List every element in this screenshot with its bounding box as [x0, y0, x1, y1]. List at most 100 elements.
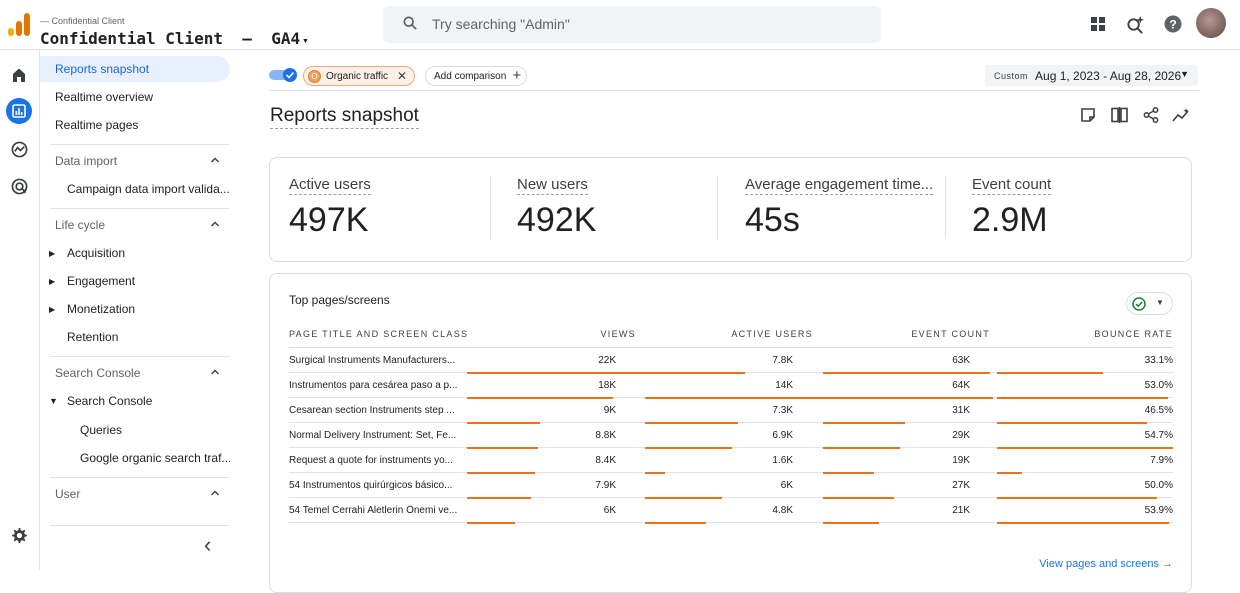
column-header-event-count[interactable]: Event count [911, 329, 990, 339]
column-header-page[interactable]: Page title and screen class [289, 329, 469, 339]
cell-active-users: 7.8K [772, 355, 793, 366]
apps-grid-icon[interactable] [1087, 13, 1109, 35]
column-header-bounce-rate[interactable]: Bounce rate [1094, 329, 1173, 339]
check-circle-icon [1132, 297, 1146, 311]
table-row[interactable]: 54 Instrumentos quirúrgicos básico... 7.9… [289, 473, 1173, 499]
collapse-nav-icon[interactable]: ‹ [204, 532, 212, 557]
chevron-down-icon: ▼ [1156, 298, 1164, 307]
customize-report-icon[interactable] [1078, 105, 1098, 125]
share-icon[interactable] [1141, 105, 1161, 125]
cell-active-users: 4.8K [772, 505, 793, 516]
cell-page-title[interactable]: 54 Temel Cerrahi Aletlerin Önemi ve... [289, 505, 458, 516]
table-row[interactable]: Surgical Instruments Manufacturers... 22K… [289, 348, 1173, 374]
close-icon[interactable]: ✕ [397, 69, 408, 83]
svg-text:?: ? [1169, 18, 1176, 32]
nav-item-queries[interactable]: Queries [40, 417, 230, 443]
insights-search-icon[interactable] [1124, 13, 1146, 35]
metric-average-engagement-time[interactable]: Average engagement time... 45s [745, 176, 934, 240]
nav-item-monetization[interactable]: ▶ Monetization [40, 296, 230, 322]
nav-item-label: Realtime overview [55, 90, 154, 104]
cell-page-title[interactable]: Request a quote for instruments yo... [289, 455, 453, 466]
cell-page-title[interactable]: Normal Delivery Instrument: Set, Fe... [289, 430, 457, 441]
nav-section-data-import[interactable]: Data import [40, 148, 230, 174]
metric-active-users[interactable]: Active users 497K [289, 176, 371, 240]
bar-active-users [645, 372, 745, 374]
plus-icon: + [512, 67, 522, 84]
search-box[interactable]: Try searching "Admin" [383, 6, 881, 43]
nav-item-google-organic-search-traffic[interactable]: Google organic search traf... [40, 445, 230, 471]
cell-bounce-rate: 53.0% [1144, 380, 1173, 391]
nav-item-campaign-data-import[interactable]: Campaign data import valida... [40, 176, 230, 202]
nav-section-search-console[interactable]: Search Console [40, 360, 230, 386]
segment-chip-label: Organic traffic [326, 70, 389, 82]
help-icon[interactable]: ? [1162, 13, 1184, 35]
bar-event-count [823, 522, 879, 524]
column-header-active-users[interactable]: Active users [731, 329, 813, 339]
expand-triangle-icon[interactable]: ▶ [49, 248, 56, 258]
segment-chip-organic-traffic[interactable]: O Organic traffic ✕ [303, 66, 416, 86]
expand-triangle-icon[interactable]: ▶ [49, 276, 56, 286]
metric-event-count[interactable]: Event count 2.9M [972, 176, 1052, 240]
nav-item-engagement[interactable]: ▶ Engagement [40, 268, 230, 294]
nav-item-label: Retention [67, 330, 119, 344]
search-input[interactable]: Try searching "Admin" [432, 16, 570, 32]
advertising-icon[interactable] [6, 173, 32, 199]
nav-item-reports-snapshot[interactable]: Reports snapshot [40, 56, 230, 82]
nav-item-acquisition[interactable]: ▶ Acquisition [40, 240, 230, 266]
table-row[interactable]: Request a quote for instruments yo... 8.4… [289, 448, 1173, 474]
analytics-logo-icon[interactable] [8, 12, 30, 36]
cell-page-title[interactable]: Instrumentos para cesárea paso a p... [289, 380, 458, 391]
metric-new-users[interactable]: New users 492K [517, 176, 596, 240]
account-breadcrumb[interactable]: — Confidential Client [40, 16, 125, 26]
nav-item-label: Queries [80, 423, 123, 437]
table-row[interactable]: Cesarean section Instruments step ... 9K 7… [289, 398, 1173, 424]
bar-views [467, 472, 535, 474]
bar-bounce-rate [997, 472, 1022, 474]
metric-value: 497K [289, 201, 369, 239]
chevron-up-icon [211, 490, 219, 496]
search-icon [403, 16, 417, 30]
compare-icon[interactable] [1109, 105, 1129, 125]
insights-icon[interactable] [1171, 105, 1191, 125]
nav-item-retention[interactable]: Retention [40, 324, 230, 350]
cell-page-title[interactable]: Cesarean section Instruments step ... [289, 405, 455, 416]
section-title: Data import [55, 154, 118, 168]
table-row[interactable]: 54 Temel Cerrahi Aletlerin Önemi ve... 6K… [289, 498, 1173, 524]
date-range-picker[interactable]: Custom Aug 1, 2023 - Aug 28, 2026 ▼ [985, 65, 1198, 86]
cell-page-title[interactable]: Surgical Instruments Manufacturers... [289, 355, 456, 366]
view-pages-link[interactable]: View pages and screens → [1039, 558, 1173, 570]
cell-page-title[interactable]: 54 Instrumentos quirúrgicos básico... [289, 480, 453, 491]
table-row[interactable]: Normal Delivery Instrument: Set, Fe... 8.… [289, 423, 1173, 449]
property-selector[interactable]: Confidential Client — GA4 ▾ [40, 29, 309, 48]
reports-icon[interactable] [6, 98, 32, 124]
nav-item-realtime-pages[interactable]: Realtime pages [40, 112, 230, 138]
nav-section-user[interactable]: User [40, 481, 230, 507]
bar-views [467, 372, 645, 374]
settings-icon[interactable] [6, 522, 32, 548]
column-header-views[interactable]: Views [600, 329, 636, 339]
nav-item-label: Engagement [67, 274, 136, 288]
section-title: Life cycle [55, 218, 106, 232]
expand-triangle-icon[interactable]: ▶ [49, 304, 56, 314]
table-row[interactable]: Instrumentos para cesárea paso a p... 18K… [289, 373, 1173, 399]
cell-active-users: 14K [775, 380, 793, 391]
page-title[interactable]: Reports snapshot [270, 105, 419, 129]
bar-bounce-rate [997, 397, 1168, 399]
cell-active-users: 1.6K [772, 455, 793, 466]
metric-divider [490, 176, 491, 239]
bar-views [467, 497, 531, 499]
nav-section-life-cycle[interactable]: Life cycle [40, 212, 230, 238]
home-icon[interactable] [6, 62, 32, 88]
cell-event-count: 64K [952, 380, 970, 391]
data-quality-button[interactable]: ▼ [1126, 292, 1173, 315]
collapse-triangle-icon[interactable]: ▼ [49, 396, 58, 406]
metric-value: 2.9M [972, 201, 1048, 239]
add-comparison-button[interactable]: Add comparison + [425, 66, 528, 86]
avatar[interactable] [1196, 8, 1226, 38]
explore-icon[interactable] [6, 136, 32, 162]
comparison-toggle[interactable] [269, 68, 298, 82]
nav-item-realtime-overview[interactable]: Realtime overview [40, 84, 230, 110]
main-content: O Organic traffic ✕ Add comparison + Cus… [238, 50, 1240, 593]
nav-group-search-console[interactable]: ▼ Search Console [40, 388, 230, 414]
chevron-up-icon [211, 369, 219, 375]
